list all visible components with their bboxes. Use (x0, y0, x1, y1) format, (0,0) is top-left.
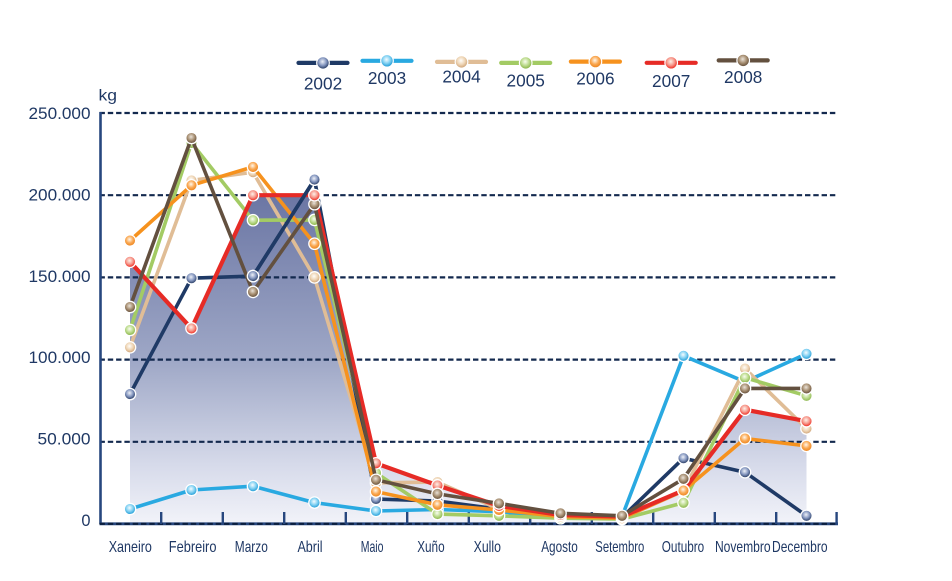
svg-text:Setembro: Setembro (595, 539, 644, 556)
svg-text:Outubro: Outubro (662, 539, 705, 556)
svg-text:Xullo: Xullo (474, 539, 502, 556)
svg-text:Agosto: Agosto (541, 539, 578, 556)
svg-text:2002: 2002 (304, 74, 342, 93)
svg-text:2007: 2007 (652, 72, 690, 91)
svg-text:Febreiro: Febreiro (169, 539, 217, 556)
svg-text:150.000: 150.000 (29, 268, 91, 286)
svg-text:Novembro: Novembro (715, 539, 771, 556)
svg-text:2003: 2003 (368, 69, 406, 88)
svg-text:Abril: Abril (297, 539, 322, 556)
svg-text:Decembro: Decembro (772, 539, 828, 556)
svg-text:2005: 2005 (507, 72, 545, 91)
svg-text:2004: 2004 (442, 68, 480, 87)
svg-text:100.000: 100.000 (29, 349, 91, 367)
svg-text:0: 0 (81, 512, 90, 530)
svg-text:kg: kg (99, 88, 118, 105)
svg-text:Maio: Maio (361, 539, 384, 556)
svg-text:Xuño: Xuño (417, 539, 445, 556)
svg-text:50.000: 50.000 (38, 431, 91, 449)
svg-text:2008: 2008 (724, 68, 762, 87)
svg-text:250.000: 250.000 (29, 105, 91, 123)
svg-text:Xaneiro: Xaneiro (109, 539, 152, 556)
svg-text:Marzo: Marzo (235, 539, 268, 556)
svg-text:200.000: 200.000 (29, 186, 91, 204)
svg-text:2006: 2006 (576, 69, 614, 88)
